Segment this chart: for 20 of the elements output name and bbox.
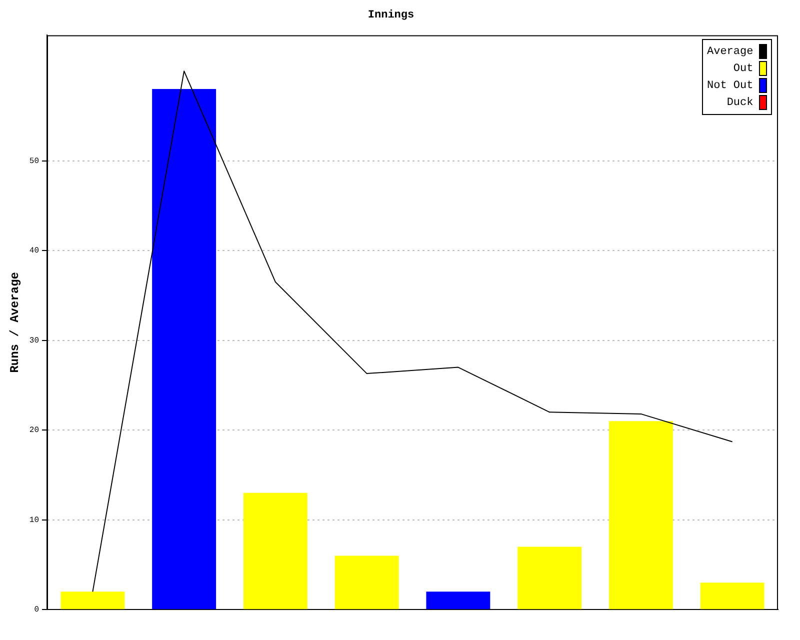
bar bbox=[334, 556, 399, 610]
y-tick-label: 20 bbox=[29, 426, 40, 436]
y-tick-label: 40 bbox=[29, 246, 40, 256]
y-axis-title: Runs / Average bbox=[8, 272, 22, 373]
bar bbox=[152, 89, 216, 610]
bar bbox=[700, 582, 764, 610]
y-tick-label: 50 bbox=[29, 156, 40, 166]
legend-label: Not Out bbox=[707, 80, 754, 92]
y-tick-label: 30 bbox=[29, 336, 40, 346]
bar bbox=[243, 492, 308, 610]
chart-title: Innings bbox=[368, 9, 414, 22]
legend-label: Out bbox=[733, 62, 754, 75]
bar bbox=[608, 421, 673, 610]
y-tick-label: 10 bbox=[29, 516, 40, 525]
bar bbox=[518, 546, 582, 610]
bar bbox=[60, 592, 125, 610]
legend-label: Duck bbox=[726, 96, 754, 109]
legend-label: Average bbox=[707, 46, 754, 58]
bar bbox=[426, 592, 490, 610]
y-tick-label: 0 bbox=[34, 606, 40, 615]
